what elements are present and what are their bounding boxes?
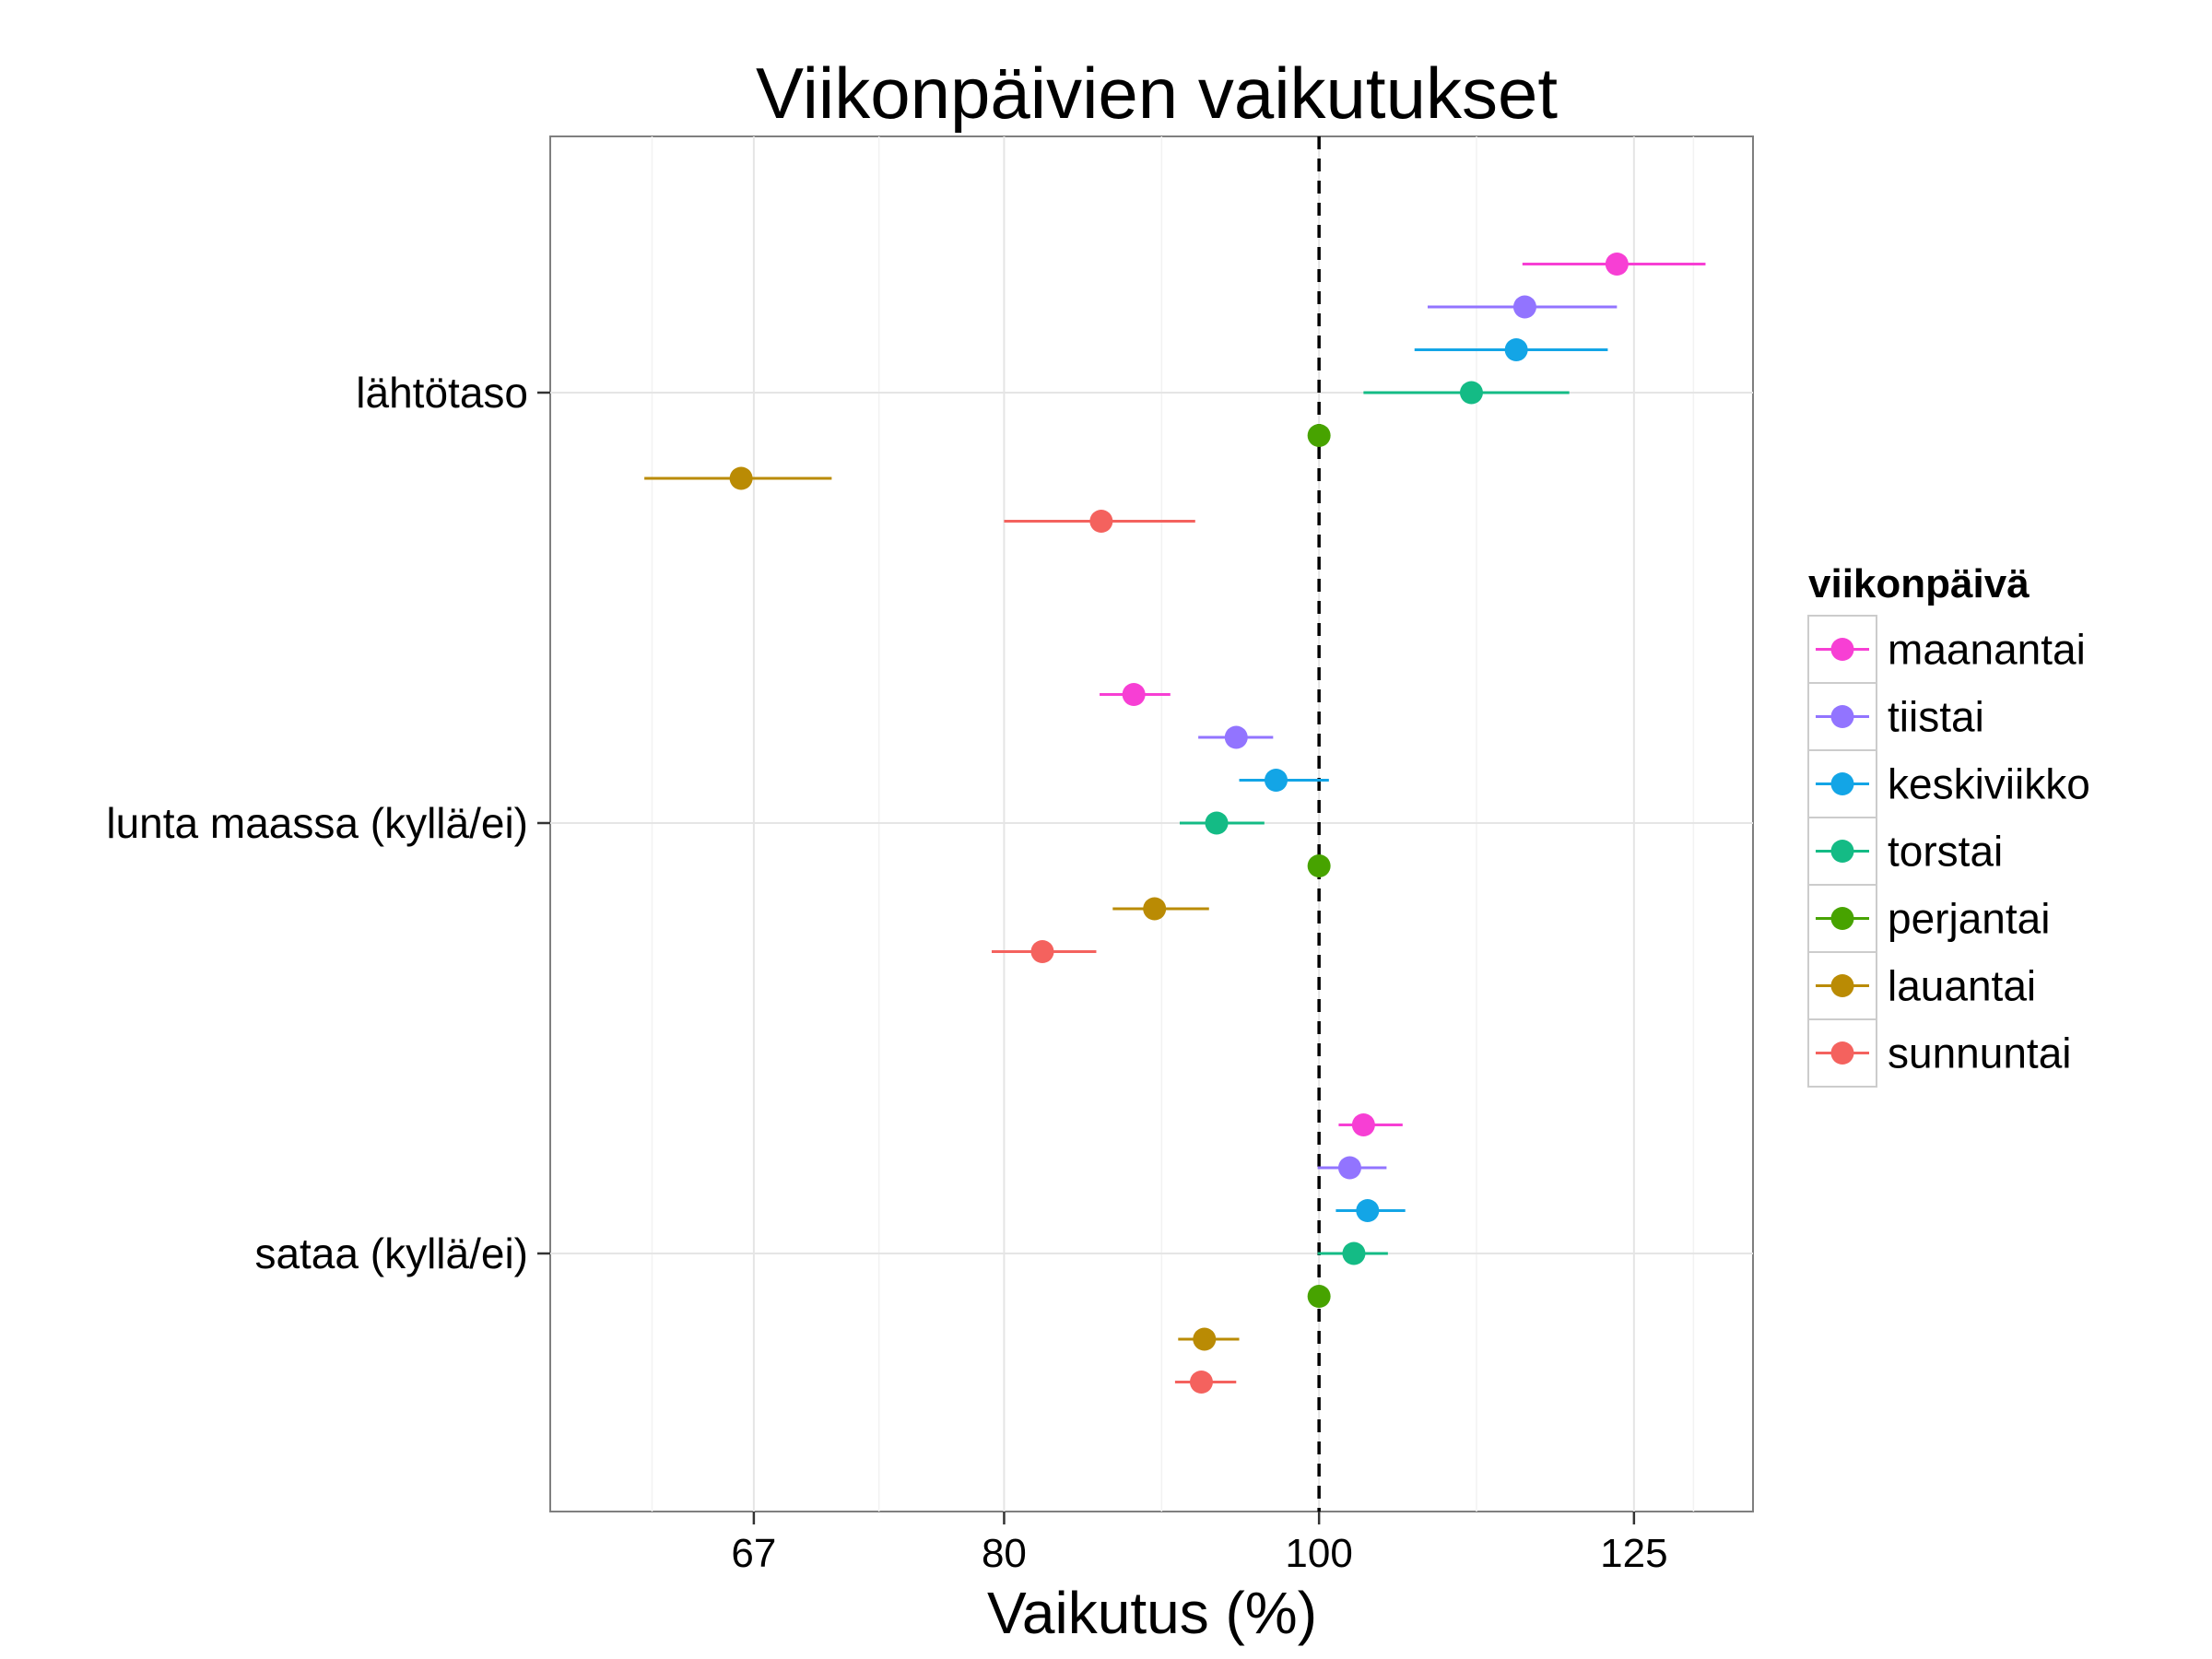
- legend-key-point: [1830, 907, 1854, 930]
- axis-layer: lähtötaso lunta maassa (kyllä/ei) sataa (k…: [106, 369, 1667, 1576]
- data-point: [1307, 854, 1331, 877]
- data-point: [1307, 424, 1331, 447]
- legend-label: perjantai: [1888, 895, 2050, 943]
- data-point: [1030, 940, 1054, 963]
- data-point: [729, 466, 753, 490]
- legend-key-point: [1830, 705, 1854, 728]
- legend-key-point: [1830, 840, 1854, 863]
- x-axis-title: Vaikutus (%): [987, 1580, 1317, 1646]
- legend-label: lauantai: [1888, 962, 2036, 1010]
- x-tick-label: 100: [1285, 1531, 1352, 1576]
- data-point: [1189, 1371, 1213, 1394]
- x-tick-label: 67: [731, 1531, 776, 1576]
- data-point: [1122, 683, 1146, 706]
- legend-label: tiistai: [1888, 693, 1984, 741]
- legend-label: maanantai: [1888, 626, 2086, 674]
- data-point: [1089, 510, 1113, 533]
- data-point: [1342, 1241, 1366, 1265]
- data-point: [1265, 769, 1288, 792]
- y-tick-label: lähtötaso: [356, 369, 528, 417]
- legend-key-point: [1830, 974, 1854, 997]
- legend: viikonpäivä maanantai tiistai keskiviikko t…: [1807, 561, 2090, 1088]
- y-tick-label: lunta maassa (kyllä/ei): [106, 799, 528, 847]
- x-tick-label: 125: [1600, 1531, 1667, 1576]
- data-point: [1307, 1285, 1331, 1308]
- legend-title: viikonpäivä: [1808, 561, 2030, 606]
- data-point: [1337, 1156, 1361, 1180]
- legend-key-point: [1830, 772, 1854, 795]
- data-point: [1224, 725, 1248, 749]
- data-point: [1459, 381, 1483, 405]
- chart-title: Viikonpäivien vaikutukset: [756, 53, 1558, 134]
- data-point: [1504, 338, 1528, 361]
- data-point: [1143, 897, 1167, 921]
- marks-layer: [644, 253, 1706, 1394]
- legend-key-point: [1830, 1041, 1854, 1065]
- x-tick-label: 80: [982, 1531, 1027, 1576]
- legend-label: torstai: [1888, 828, 2003, 876]
- y-tick-label: sataa (kyllä/ei): [254, 1230, 528, 1277]
- grid-layer: [550, 136, 1753, 1512]
- legend-key-point: [1830, 638, 1854, 661]
- data-point: [1351, 1113, 1375, 1136]
- data-point: [1512, 295, 1536, 319]
- data-point: [1356, 1199, 1380, 1222]
- data-point: [1205, 811, 1229, 835]
- legend-label: keskiviikko: [1888, 760, 2090, 808]
- data-point: [1605, 253, 1629, 276]
- data-point: [1193, 1327, 1217, 1351]
- legend-label: sunnuntai: [1888, 1030, 2072, 1077]
